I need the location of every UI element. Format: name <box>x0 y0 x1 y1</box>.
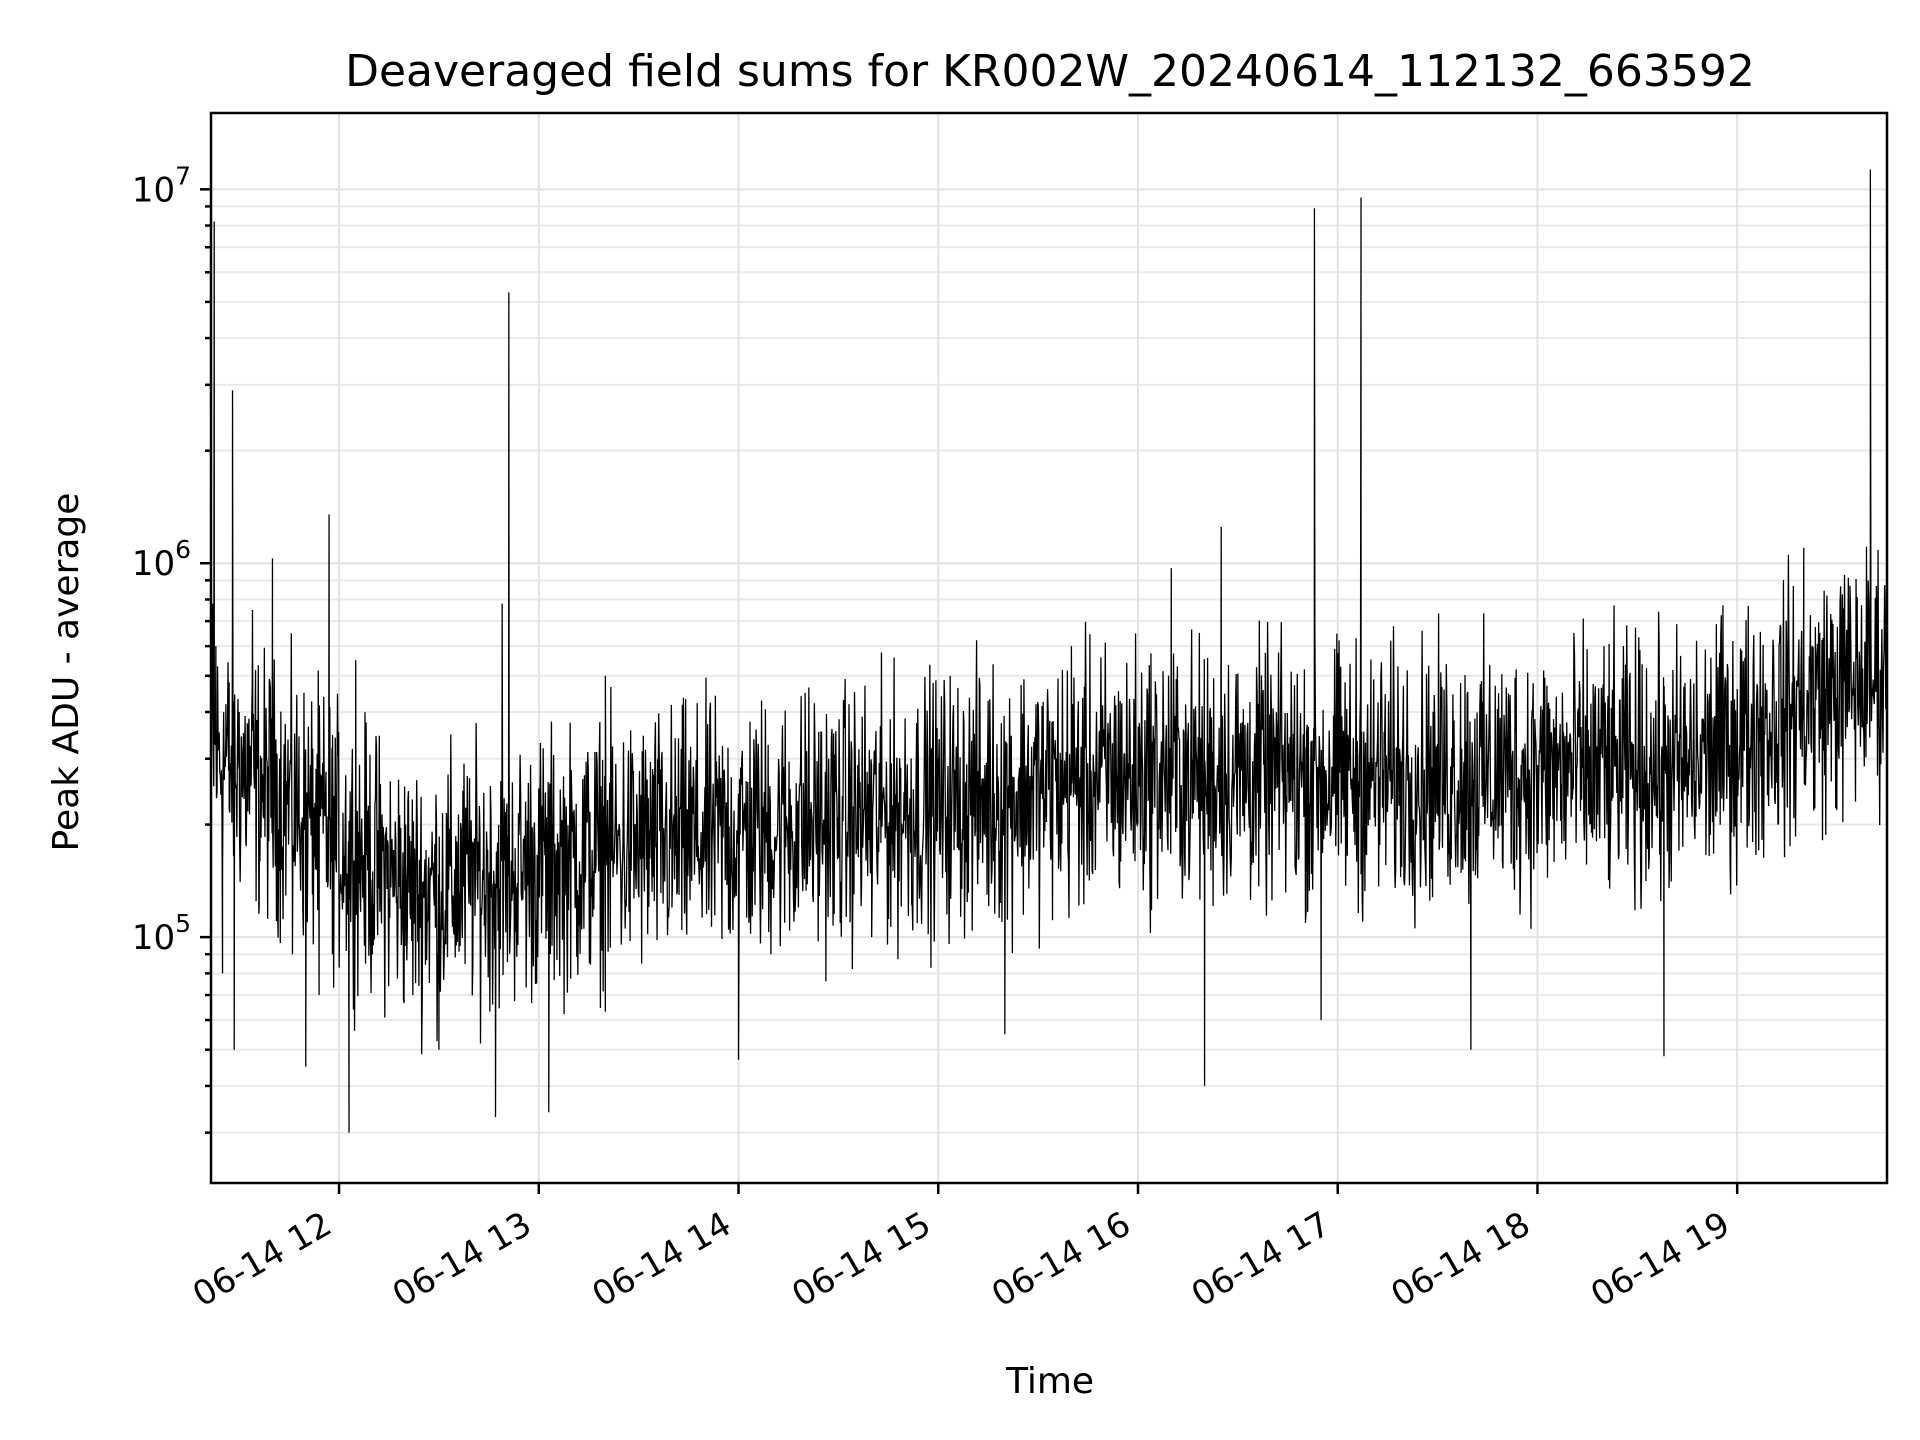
chart-title: Deaveraged field sums for KR002W_2024061… <box>345 46 1755 97</box>
series-layer <box>210 169 1888 1133</box>
plot-frame <box>209 111 1889 1185</box>
y-axis-label: Peak ADU - average <box>46 493 87 852</box>
series-line-0 <box>210 169 1888 1133</box>
y-axis: 105 106 107 <box>132 161 211 1134</box>
x-axis-label: Time <box>1005 1361 1094 1402</box>
y-tick-label: 107 <box>132 161 191 210</box>
y-tick-label: 106 <box>132 535 191 584</box>
grid-lines <box>211 113 1887 1183</box>
y-tick-label: 105 <box>132 909 191 958</box>
